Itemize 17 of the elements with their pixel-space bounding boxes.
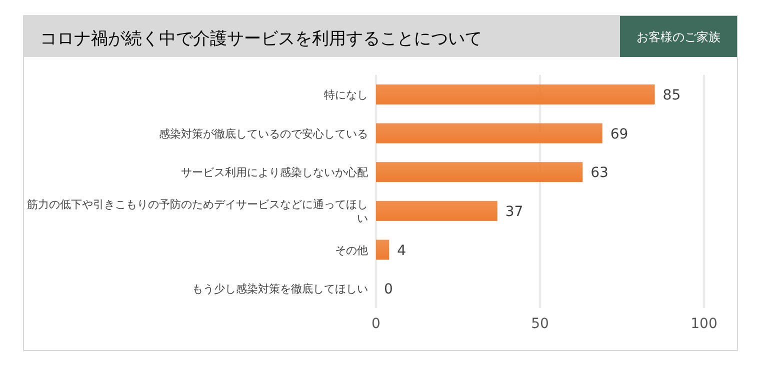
x-tick-label: 100 (690, 316, 718, 332)
data-label: 4 (397, 242, 406, 259)
data-label: 63 (590, 165, 608, 182)
x-tick-label: 50 (531, 316, 549, 332)
y-tick-label: もう少し感染対策を徹底してほしい (192, 282, 368, 296)
y-tick-label: 感染対策が徹底しているので安心している (159, 127, 368, 140)
y-tick-label: その他 (335, 244, 368, 257)
x-tick-label: 0 (372, 316, 380, 332)
data-label: 85 (662, 87, 681, 104)
data-label: 37 (505, 204, 524, 220)
y-tick-label: サービス利用により感染しないか心配 (181, 166, 368, 180)
chart-title: コロナ禍が続く中で介護サービスを利用することについて (40, 29, 482, 49)
data-label: 0 (384, 282, 393, 298)
y-tick-label: 特になし (324, 88, 368, 102)
chart-subtitle: お客様のご家族 (636, 30, 720, 44)
data-label: 69 (610, 126, 628, 142)
y-tick-label: 筋力の低下や引きこもりの予防のためデイサービスなどに通ってほしい (27, 198, 368, 225)
